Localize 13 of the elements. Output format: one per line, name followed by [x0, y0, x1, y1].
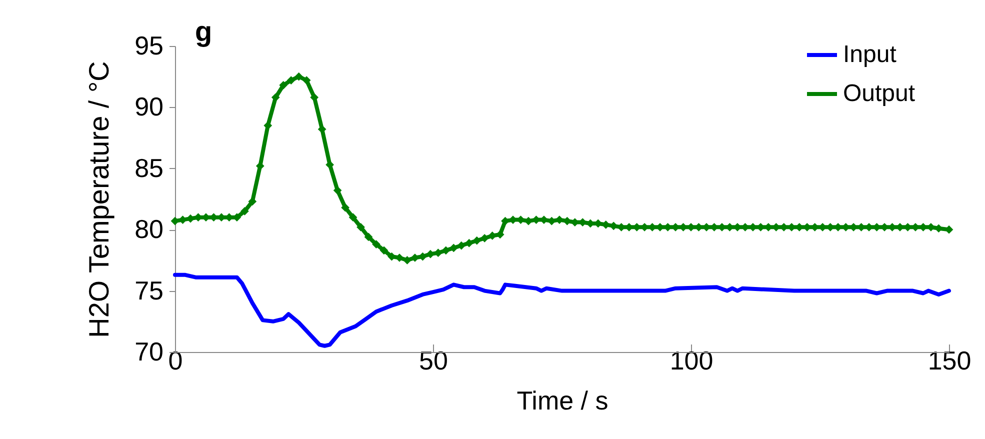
x-tick-label: 150 [928, 346, 972, 376]
y-axis-title: H2O Temperature / °C [84, 61, 115, 338]
y-tick-label: 85 [134, 152, 164, 183]
y-tick-label: 95 [134, 30, 164, 60]
y-tick-label: 75 [134, 275, 164, 306]
legend-label: Output [843, 80, 916, 107]
legend-label: Input [843, 41, 897, 68]
chart-title: g [195, 16, 212, 47]
y-tick-label: 80 [134, 214, 164, 244]
y-tick-label: 70 [134, 336, 164, 366]
line-series [173, 272, 951, 348]
x-axis-title: Time / s [516, 386, 608, 416]
y-tick-label: 90 [134, 92, 164, 122]
